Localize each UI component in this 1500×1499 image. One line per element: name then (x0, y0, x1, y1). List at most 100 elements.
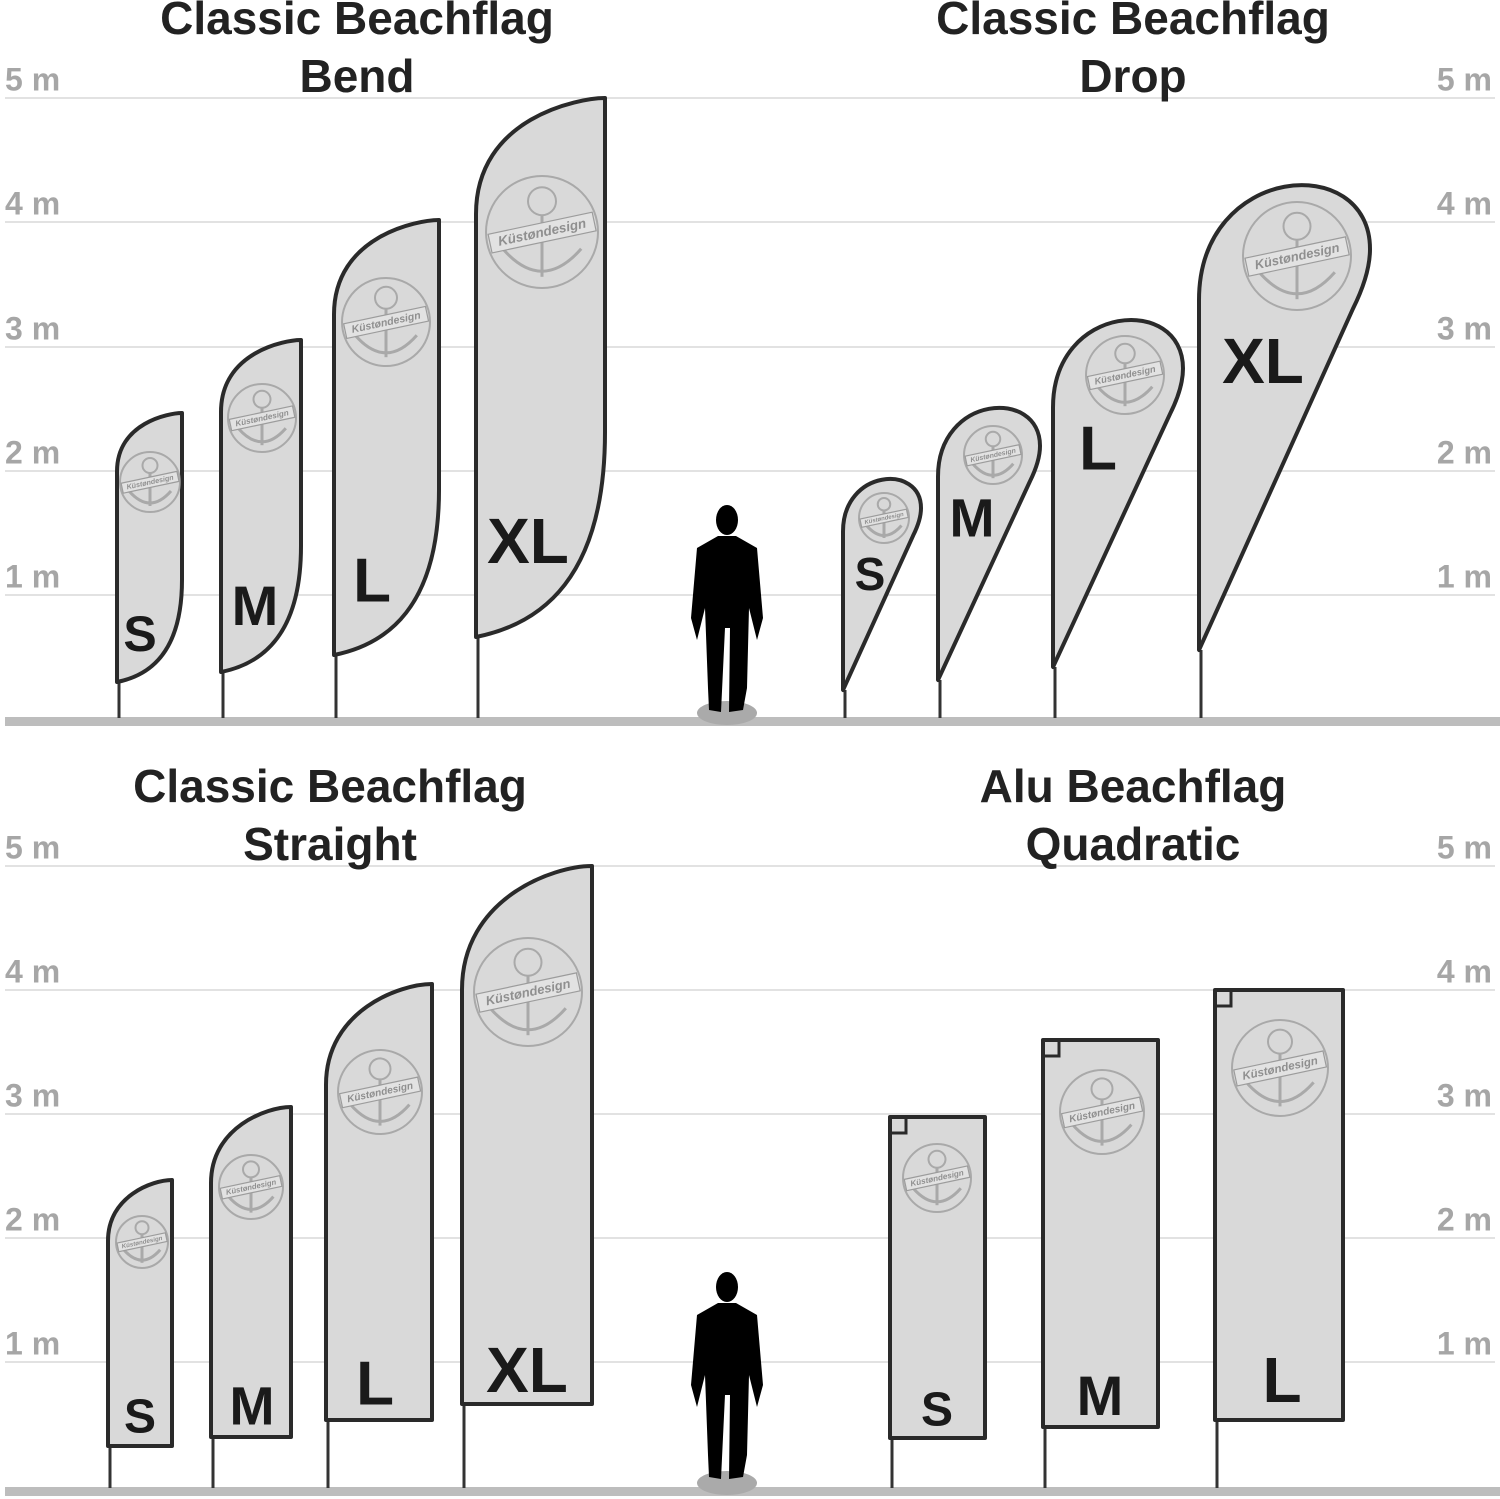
ground (5, 717, 1500, 726)
logo-ring (1059, 1069, 1145, 1155)
logo: Küstøndesign (1231, 1019, 1329, 1117)
logo-banner (1244, 236, 1350, 277)
size-label: S (921, 1384, 953, 1437)
panel-title: Drop (1079, 50, 1186, 102)
size-label: XL (486, 1334, 568, 1406)
logo-ring (902, 1143, 972, 1213)
panel-title: Alu Beachflag (980, 760, 1287, 812)
logo-banner (475, 972, 581, 1013)
logo-ring (341, 277, 431, 367)
scale-label: 3 m (5, 310, 60, 346)
person-head (716, 505, 738, 535)
logo-ring (858, 492, 910, 544)
scale-label: 1 m (1437, 1325, 1492, 1361)
scale-label: 1 m (1437, 558, 1492, 594)
scale-label: 2 m (1437, 434, 1492, 470)
panel-title: Quadratic (1026, 818, 1241, 870)
logo-banner (338, 1076, 422, 1109)
person-head (716, 1272, 738, 1302)
logo-banner (219, 1174, 283, 1200)
logo-anchor (865, 524, 903, 537)
scale-label: 1 m (5, 558, 60, 594)
logo-anchor (1096, 385, 1154, 404)
logo-anchor (237, 427, 287, 444)
logo-anchor (1245, 1081, 1315, 1104)
logo-banner (964, 444, 1022, 467)
logo-banner (342, 305, 430, 340)
logo-banner (903, 1165, 971, 1192)
logo-anchor (354, 334, 418, 355)
logo-anchor (501, 247, 583, 273)
size-label: XL (487, 505, 569, 577)
flag (1041, 1038, 1160, 1429)
size-label: S (123, 606, 156, 662)
scale-label: 4 m (5, 185, 60, 221)
person-shadow (697, 1471, 757, 1495)
scale-label: 4 m (1437, 185, 1492, 221)
logo-anchor (912, 1187, 962, 1204)
logo-ring (337, 1049, 423, 1135)
panel-title: Classic Beachflag (133, 760, 527, 812)
flag (888, 1115, 987, 1440)
scale-label: 3 m (1437, 310, 1492, 346)
logo-ring (119, 451, 181, 513)
logo-anchor (349, 1103, 411, 1123)
size-label: M (950, 488, 995, 548)
size-label: L (1262, 1344, 1301, 1416)
size-label: L (356, 1349, 394, 1418)
logo-banner (487, 211, 597, 254)
person-shadow (697, 701, 757, 725)
person-body (691, 536, 763, 712)
logo-anchor (127, 489, 173, 505)
ground (5, 1487, 1500, 1496)
logo-anchor (227, 1195, 275, 1211)
size-label: M (1077, 1364, 1124, 1427)
person-body (691, 1303, 763, 1479)
scale-label: 2 m (5, 1201, 60, 1237)
size-label: M (230, 1376, 275, 1436)
logo-banner (1086, 360, 1164, 391)
scale-label: 5 m (1437, 829, 1492, 865)
size-label: L (353, 546, 391, 615)
logo-ring (963, 425, 1023, 485)
logo-anchor (489, 1007, 567, 1032)
size-label: S (855, 548, 886, 600)
logo-ring (115, 1215, 169, 1269)
scale-label: 5 m (5, 61, 60, 97)
scale-label: 2 m (1437, 1201, 1492, 1237)
scale-label: 4 m (5, 953, 60, 989)
panel-title: Bend (300, 50, 415, 102)
size-label: M (232, 574, 279, 637)
flag (1051, 318, 1185, 669)
scale-label: 1 m (5, 1325, 60, 1361)
flag-corner (1043, 1040, 1061, 1058)
logo-ring (227, 383, 297, 453)
scale-label: 2 m (5, 434, 60, 470)
logo-ring (218, 1154, 284, 1220)
logo-ring (1231, 1019, 1329, 1117)
logo-banner (116, 1232, 168, 1253)
panel-title: Straight (243, 818, 417, 870)
logo-anchor (122, 1248, 162, 1262)
logo-ring (1085, 335, 1165, 415)
logo: Küstøndesign (337, 1049, 423, 1135)
logo-anchor (971, 462, 1015, 477)
scale-label: 5 m (1437, 61, 1492, 97)
flag-corner (1215, 990, 1233, 1008)
logo-banner (228, 405, 296, 432)
logo-banner (859, 508, 909, 529)
logo-banner (1060, 1096, 1144, 1129)
logo-anchor (1258, 271, 1336, 296)
flag (460, 864, 594, 1406)
size-label: XL (1222, 325, 1304, 397)
panel-title: Classic Beachflag (160, 0, 554, 44)
size-label: L (1079, 414, 1117, 483)
scale-label: 4 m (1437, 953, 1492, 989)
scale-label: 3 m (5, 1077, 60, 1113)
logo-banner (120, 470, 180, 494)
flag-corner (890, 1117, 908, 1135)
logo-banner (1233, 1050, 1328, 1087)
logo-anchor (1071, 1123, 1133, 1143)
scale-label: 5 m (5, 829, 60, 865)
